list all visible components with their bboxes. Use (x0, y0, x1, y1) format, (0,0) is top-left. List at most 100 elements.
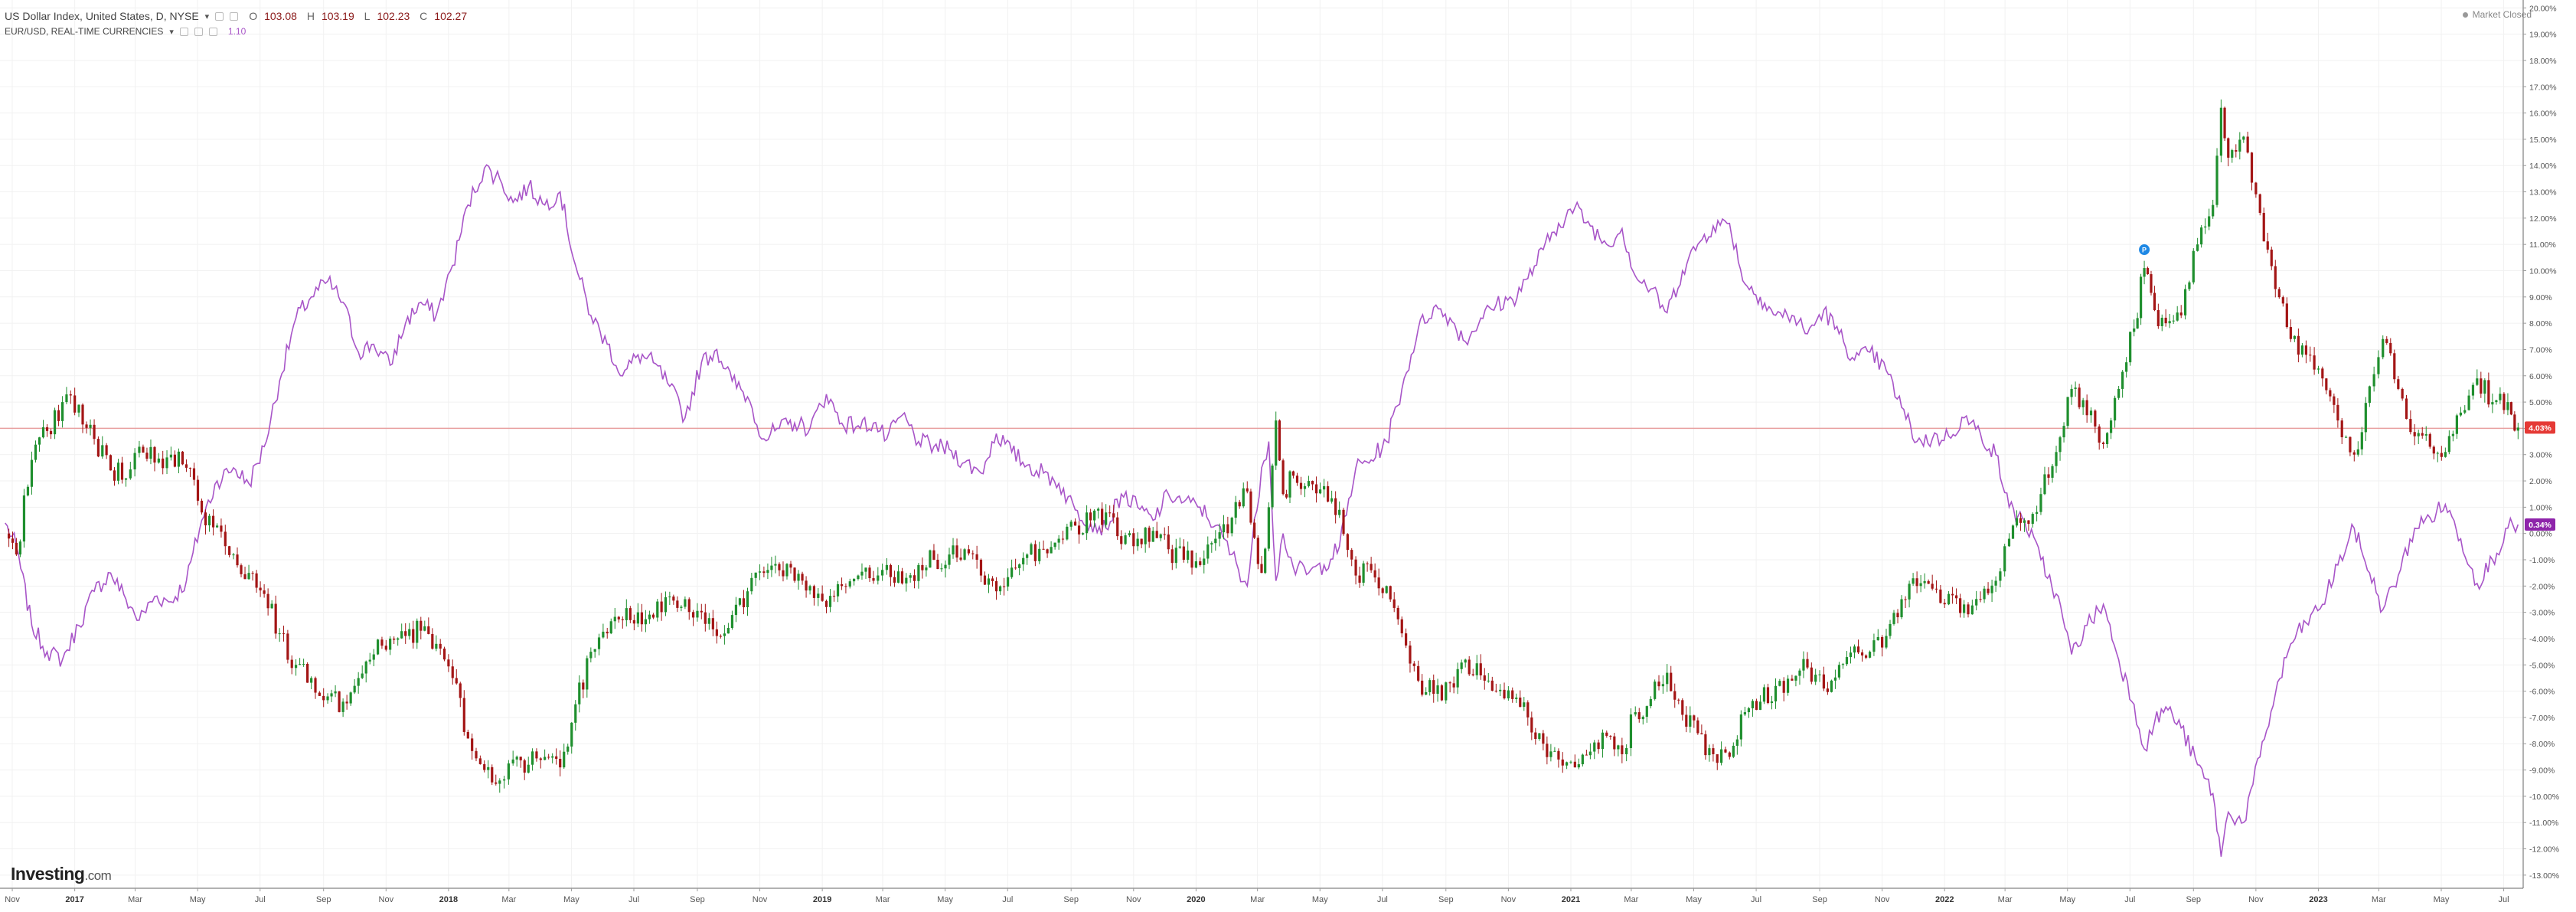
candle-body (204, 512, 207, 526)
candle-body (1755, 701, 1758, 710)
candle-body (828, 596, 832, 607)
candle (544, 749, 547, 760)
event-marker[interactable]: P (2139, 244, 2150, 256)
eye-icon[interactable] (179, 27, 188, 36)
candle (138, 440, 141, 458)
last-value-tags: 4.03% 0.34% (2525, 421, 2555, 531)
candle (1892, 610, 1895, 626)
candle-body (228, 546, 231, 555)
candle (228, 545, 231, 557)
candle (1288, 470, 1291, 504)
candle-body (1069, 521, 1073, 527)
candle (2480, 371, 2483, 398)
eye-icon[interactable] (215, 11, 224, 21)
candle-body (1108, 512, 1112, 514)
candle (719, 634, 722, 639)
candle-body (864, 567, 867, 572)
candle (240, 563, 243, 577)
candle (69, 390, 72, 404)
candle (648, 610, 651, 624)
candle (1238, 499, 1241, 509)
candle (2200, 224, 2203, 248)
y-tick-label: -11.00% (2529, 819, 2558, 828)
candle (1307, 476, 1311, 488)
chevron-down-icon[interactable]: ▾ (204, 11, 210, 21)
settings-icon[interactable] (194, 27, 203, 36)
candle-body (2098, 426, 2101, 443)
candle-body (2428, 433, 2431, 447)
candle (1778, 678, 1781, 687)
candle-body (1155, 531, 1158, 538)
candle (1006, 568, 1010, 591)
x-tick-label: Nov (1875, 895, 1890, 904)
candle-body (2094, 410, 2097, 427)
candle (1499, 684, 1502, 697)
candle (606, 627, 609, 639)
candle-body (2081, 400, 2085, 407)
candle (412, 620, 415, 649)
candle-body (1038, 548, 1041, 561)
candle (274, 595, 277, 639)
candle-body (1609, 735, 1612, 737)
candle-body (746, 591, 749, 608)
candle-body (2476, 378, 2479, 385)
secondary-symbol[interactable]: EUR/USD, REAL-TIME CURRENCIES (5, 26, 164, 37)
candle-body (2212, 204, 2215, 217)
candle (971, 550, 975, 560)
candle (523, 758, 526, 780)
candle (7, 528, 11, 548)
candle-body (1346, 534, 1349, 551)
candle (750, 573, 753, 595)
candle (715, 621, 718, 644)
candle (1546, 736, 1549, 765)
chevron-down-icon[interactable]: ▾ (169, 27, 174, 37)
candle-body (1617, 745, 1620, 750)
candle-body (570, 722, 573, 747)
candle (2242, 136, 2245, 143)
candle-body (1307, 481, 1311, 486)
candle (1613, 733, 1616, 757)
candle-body (2444, 452, 2447, 457)
candle-body (353, 685, 356, 693)
dxy-candles (7, 99, 2519, 793)
candle (2160, 314, 2163, 332)
close-icon[interactable] (208, 27, 217, 36)
candle (628, 606, 632, 623)
candle (1625, 744, 1628, 762)
candle (2344, 435, 2348, 439)
candle-body (1798, 670, 1801, 676)
candle-body (1362, 563, 1365, 583)
candle (368, 652, 371, 665)
candle (2270, 247, 2273, 270)
candle-body (687, 599, 691, 613)
candle (1327, 481, 1330, 503)
candle-body (2223, 107, 2226, 139)
x-tick-label: Jul (255, 895, 266, 904)
candle (81, 403, 84, 433)
candle (632, 614, 635, 631)
candle-body (1483, 675, 1486, 681)
candle-body (1872, 640, 1876, 652)
candle (299, 658, 302, 665)
candle (389, 636, 392, 655)
settings-icon[interactable] (230, 11, 239, 21)
candle (2451, 430, 2454, 442)
event-markers[interactable]: P (2139, 244, 2150, 256)
candle-body (1178, 546, 1181, 548)
candle-body (1425, 691, 1428, 695)
candle-body (593, 649, 596, 652)
candle-body (1428, 680, 1432, 692)
candle (404, 623, 407, 644)
candle (2325, 378, 2328, 394)
candle (286, 629, 289, 664)
candle-body (89, 424, 92, 428)
candle-body (797, 574, 800, 581)
candle (1203, 550, 1206, 574)
primary-symbol[interactable]: US Dollar Index, United States, D, NYSE (5, 10, 199, 22)
candle (640, 603, 643, 632)
candle-body (1751, 701, 1755, 708)
candle (1018, 563, 1021, 576)
candle-body (2196, 244, 2199, 251)
candle (232, 552, 235, 560)
